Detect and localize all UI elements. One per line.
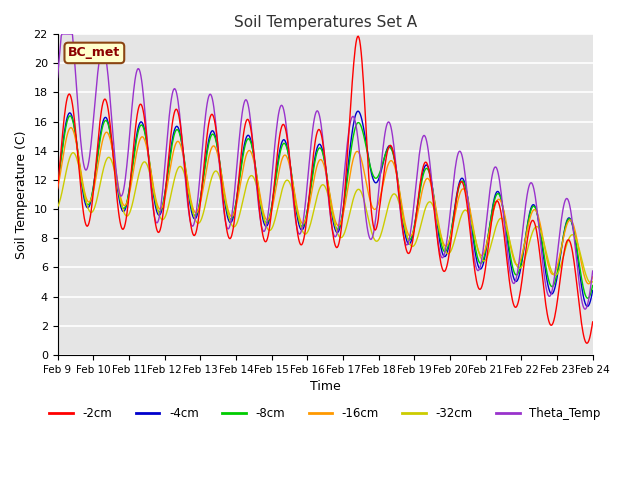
-32cm <box>54 204 61 210</box>
Theta_Temp <box>54 75 61 81</box>
-8cm <box>63 118 71 124</box>
-32cm <box>391 191 399 197</box>
-16cm <box>63 132 71 138</box>
Y-axis label: Soil Temperature (C): Soil Temperature (C) <box>15 130 28 259</box>
-8cm <box>202 160 209 166</box>
-32cm <box>69 150 77 156</box>
-16cm <box>54 186 61 192</box>
-32cm <box>63 164 71 170</box>
Theta_Temp <box>173 94 181 100</box>
-2cm <box>355 33 362 39</box>
Line: -8cm: -8cm <box>58 116 593 298</box>
-4cm <box>406 240 414 246</box>
-2cm <box>54 187 61 192</box>
-8cm <box>173 127 181 132</box>
-2cm <box>63 95 71 101</box>
-4cm <box>391 157 399 163</box>
-2cm <box>173 107 180 112</box>
-16cm <box>589 274 596 279</box>
-32cm <box>202 201 209 206</box>
-2cm <box>406 248 414 254</box>
-4cm <box>118 208 126 214</box>
-16cm <box>585 281 593 287</box>
-2cm <box>583 340 591 346</box>
-16cm <box>202 171 209 177</box>
-8cm <box>391 157 399 163</box>
Theta_Temp <box>202 112 209 118</box>
-32cm <box>588 280 595 286</box>
Theta_Temp <box>391 150 399 156</box>
-16cm <box>173 139 181 144</box>
Line: -4cm: -4cm <box>58 111 593 306</box>
Theta_Temp <box>58 31 66 37</box>
Theta_Temp <box>581 306 589 312</box>
-8cm <box>67 113 74 119</box>
-32cm <box>119 207 127 213</box>
Title: Soil Temperatures Set A: Soil Temperatures Set A <box>234 15 417 30</box>
-8cm <box>406 237 414 242</box>
-4cm <box>584 303 591 309</box>
-32cm <box>173 167 181 172</box>
-2cm <box>589 319 596 325</box>
-16cm <box>119 202 127 207</box>
Theta_Temp <box>589 268 596 274</box>
Line: -16cm: -16cm <box>58 128 593 284</box>
-8cm <box>589 283 596 288</box>
-4cm <box>173 123 180 129</box>
Line: -2cm: -2cm <box>58 36 593 343</box>
-16cm <box>406 233 414 239</box>
-4cm <box>54 181 61 187</box>
-8cm <box>54 181 61 187</box>
-2cm <box>118 226 126 232</box>
-2cm <box>391 157 399 163</box>
-4cm <box>355 108 362 114</box>
Line: Theta_Temp: Theta_Temp <box>58 34 593 309</box>
-16cm <box>67 125 75 131</box>
Legend: -2cm, -4cm, -8cm, -16cm, -32cm, Theta_Temp: -2cm, -4cm, -8cm, -16cm, -32cm, Theta_Te… <box>45 403 605 425</box>
Theta_Temp <box>119 190 127 195</box>
-4cm <box>201 162 209 168</box>
Line: -32cm: -32cm <box>58 153 593 283</box>
-16cm <box>391 164 399 169</box>
-32cm <box>589 279 596 285</box>
Theta_Temp <box>64 31 72 37</box>
Text: BC_met: BC_met <box>68 47 120 60</box>
-8cm <box>119 205 127 211</box>
X-axis label: Time: Time <box>310 380 340 393</box>
-32cm <box>406 242 414 248</box>
-4cm <box>63 115 71 120</box>
Theta_Temp <box>406 231 414 237</box>
-2cm <box>201 153 209 158</box>
-4cm <box>589 288 596 293</box>
-8cm <box>584 295 591 301</box>
